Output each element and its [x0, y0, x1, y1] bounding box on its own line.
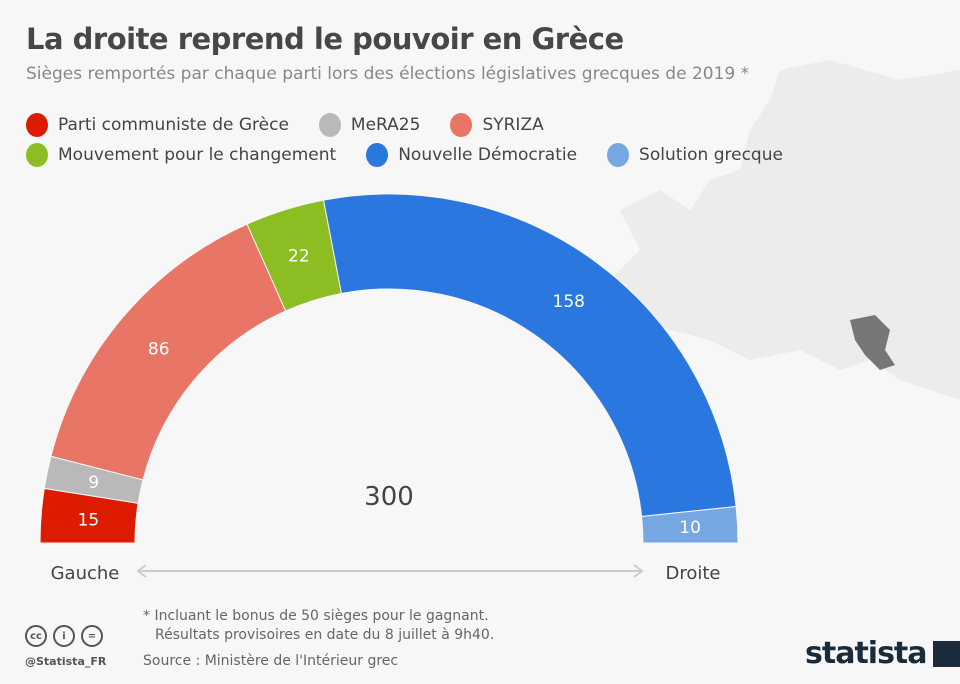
legend-swatch [607, 143, 630, 167]
legend-label: Parti communiste de Grèce [58, 115, 289, 135]
logo-text: statista [805, 636, 928, 671]
legend-item: Nouvelle Démocratie [366, 143, 577, 167]
left-right-arrow [136, 564, 644, 578]
legend-item: SYRIZA [450, 113, 544, 137]
logo-mark-icon [932, 640, 960, 667]
legend-swatch [26, 113, 48, 137]
legend-item: Mouvement pour le changement [26, 143, 336, 167]
chart-subtitle: Sièges remportés par chaque parti lors d… [26, 64, 750, 84]
total-label: 300 [364, 482, 414, 512]
legend-swatch [366, 143, 389, 167]
legend-label: Nouvelle Démocratie [398, 145, 578, 165]
data-label: 158 [553, 292, 585, 312]
legend: Parti communiste de Grèce MeRA25 SYRIZA … [26, 110, 813, 170]
legend-swatch [318, 113, 341, 137]
by-icon: i [53, 625, 75, 647]
cc-icon: cc [25, 625, 47, 647]
data-label: 9 [88, 473, 99, 493]
legend-label: MeRA25 [350, 115, 421, 135]
statista-logo[interactable]: statista [805, 636, 960, 671]
arc-solution-grecque [641, 505, 739, 544]
legend-item: Solution grecque [607, 143, 783, 167]
license-icons: cc i = [25, 625, 103, 647]
legend-label: SYRIZA [482, 115, 544, 135]
legend-swatch [26, 143, 48, 167]
data-label: 15 [78, 510, 100, 530]
nd-icon: = [81, 625, 103, 647]
chart-title: La droite reprend le pouvoir en Grèce [26, 22, 624, 56]
greece-shape [850, 315, 895, 370]
footnote-line1: * Incluant le bonus de 50 sièges pour le… [143, 608, 489, 624]
left-axis-label: Gauche [51, 563, 120, 584]
social-handle: @Statista_FR [25, 655, 107, 668]
footnote-line2: Résultats provisoires en date du 8 juill… [155, 627, 495, 643]
europe-map-background [610, 60, 960, 400]
right-axis-label: Droite [665, 563, 720, 584]
legend-label: Solution grecque [639, 145, 783, 165]
legend-item: MeRA25 [318, 113, 421, 137]
legend-swatch [450, 113, 473, 137]
data-label: 22 [288, 246, 310, 266]
data-label: 10 [679, 518, 701, 538]
legend-label: Mouvement pour le changement [58, 145, 337, 165]
legend-item: Parti communiste de Grèce [26, 113, 289, 137]
arc-nouvelle-d-mocratie [323, 193, 737, 517]
data-label: 86 [148, 339, 170, 359]
source-text: Source : Ministère de l'Intérieur grec [143, 653, 399, 669]
